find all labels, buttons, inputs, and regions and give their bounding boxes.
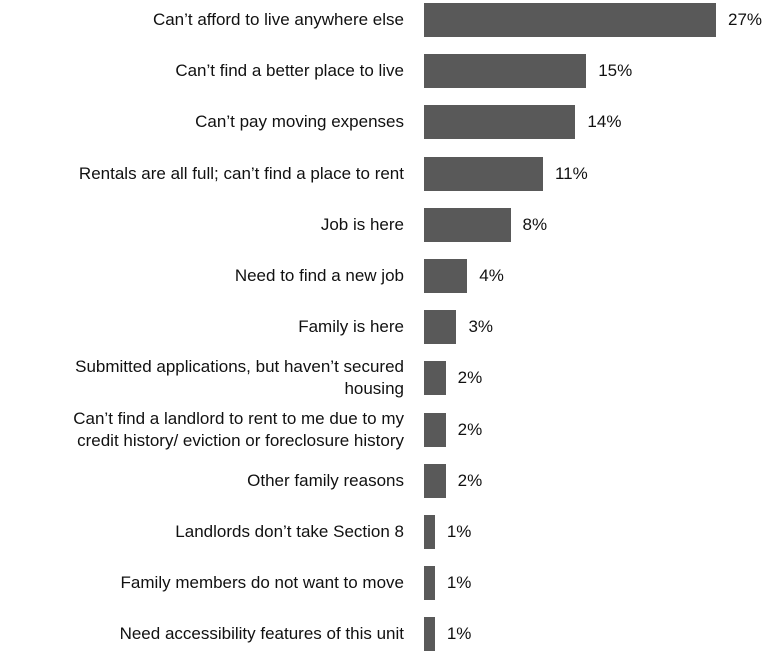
bar (424, 207, 511, 242)
category-label: Job is here (320, 214, 404, 234)
value-label: 15% (598, 61, 633, 81)
category-label: Can’t afford to live anywhere else (152, 10, 404, 29)
category-label: Submitted applications, but haven’t secu… (75, 357, 404, 399)
category-label: Need to find a new job (234, 266, 404, 285)
value-label: 27% (728, 10, 763, 29)
value-label: 4% (479, 266, 504, 285)
value-label: 2% (457, 470, 483, 490)
value-label: 2% (457, 368, 483, 388)
category-label: Can’t pay moving expenses (195, 112, 404, 132)
bar (424, 105, 576, 140)
category-label: Family members do not want to move (120, 573, 404, 593)
bar (424, 463, 446, 498)
bar (424, 54, 587, 89)
bar (424, 515, 435, 549)
value-label: 2% (457, 419, 483, 439)
category-label: Rentals are all full; can’t find a place… (78, 163, 404, 183)
bar (424, 412, 446, 447)
value-label: 11% (554, 163, 588, 183)
value-label: 14% (587, 112, 622, 132)
category-label: Can’t find a landlord to rent to me due … (73, 408, 404, 450)
value-label: 3% (468, 317, 494, 337)
bar (424, 361, 446, 396)
category-label: Landlords don’t take Section 8 (175, 522, 404, 541)
bar (424, 617, 435, 651)
category-label: Other family reasons (247, 470, 404, 490)
bar (424, 566, 435, 601)
category-label: Family is here (298, 317, 404, 337)
bar (424, 3, 716, 37)
category-label: Can’t find a better place to live (175, 61, 404, 81)
bar (424, 259, 468, 293)
value-label: 1% (446, 624, 472, 644)
bar (424, 156, 543, 191)
bar (424, 310, 457, 345)
value-label: 1% (446, 522, 472, 541)
category-label: Need accessibility features of this unit (119, 624, 404, 644)
value-label: 1% (446, 573, 472, 593)
value-label: 8% (522, 214, 548, 234)
